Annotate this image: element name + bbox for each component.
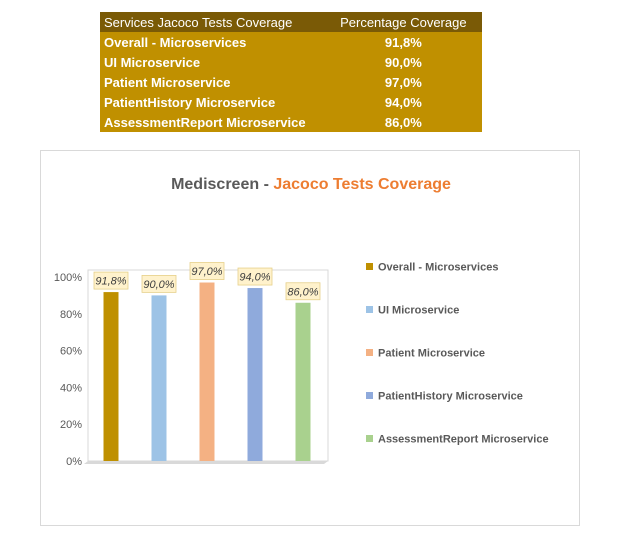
header-coverage: Percentage Coverage — [320, 12, 482, 32]
row-coverage: 86,0% — [320, 112, 482, 132]
chart-title-part2: Jacoco Tests Coverage — [273, 176, 451, 193]
row-service: PatientHistory Microservice — [100, 92, 321, 112]
y-tick-label: 60% — [60, 346, 82, 358]
row-service: Overall - Microservices — [100, 32, 321, 52]
data-label-box — [237, 267, 273, 286]
data-label-box — [93, 271, 129, 290]
table-row: AssessmentReport Microservice 86,0% — [100, 112, 482, 132]
coverage-table: Services Jacoco Tests Coverage Percentag… — [100, 12, 482, 132]
y-tick-label: 100% — [54, 272, 82, 284]
data-label: 97,0% — [191, 266, 222, 278]
bar — [199, 282, 215, 461]
legend-label: Patient Microservice — [378, 348, 485, 360]
table-row: Patient Microservice 97,0% — [100, 72, 482, 92]
row-service: Patient Microservice — [100, 72, 321, 92]
chart-title-part1: Mediscreen - — [171, 176, 274, 193]
legend-swatch — [366, 349, 373, 356]
header-service: Services Jacoco Tests Coverage — [100, 12, 321, 32]
row-service: AssessmentReport Microservice — [100, 112, 321, 132]
bar — [247, 288, 263, 461]
bar — [295, 302, 311, 461]
y-tick-label: 20% — [60, 419, 82, 431]
y-tick-label: 0% — [66, 456, 82, 468]
table-row: Overall - Microservices 91,8% — [100, 32, 482, 52]
bar — [151, 295, 167, 461]
data-label: 90,0% — [143, 279, 174, 291]
data-label-box — [141, 274, 177, 293]
data-label: 86,0% — [287, 286, 318, 298]
row-coverage: 90,0% — [320, 52, 482, 72]
row-service: UI Microservice — [100, 52, 321, 72]
legend-label: Overall - Microservices — [378, 262, 498, 274]
data-label: 94,0% — [239, 272, 270, 284]
legend-label: PatientHistory Microservice — [378, 391, 523, 403]
legend-label: UI Microservice — [378, 305, 459, 317]
legend-label: AssessmentReport Microservice — [378, 434, 549, 446]
table-header-row: Services Jacoco Tests Coverage Percentag… — [100, 12, 482, 32]
legend-swatch — [366, 263, 373, 270]
chart-title: Mediscreen - Jacoco Tests Coverage — [0, 176, 622, 194]
plot-floor — [84, 461, 328, 464]
data-label-box — [189, 262, 225, 280]
data-label-box — [285, 282, 321, 301]
y-tick-label: 80% — [60, 309, 82, 321]
table-row: PatientHistory Microservice 94,0% — [100, 92, 482, 112]
row-coverage: 91,8% — [320, 32, 482, 52]
row-coverage: 94,0% — [320, 92, 482, 112]
row-coverage: 97,0% — [320, 72, 482, 92]
legend-swatch — [366, 392, 373, 399]
bar — [103, 292, 119, 461]
y-tick-label: 40% — [60, 382, 82, 394]
legend-swatch — [366, 306, 373, 313]
data-label: 91,8% — [95, 276, 126, 288]
table-row: UI Microservice 90,0% — [100, 52, 482, 72]
legend-swatch — [366, 435, 373, 442]
